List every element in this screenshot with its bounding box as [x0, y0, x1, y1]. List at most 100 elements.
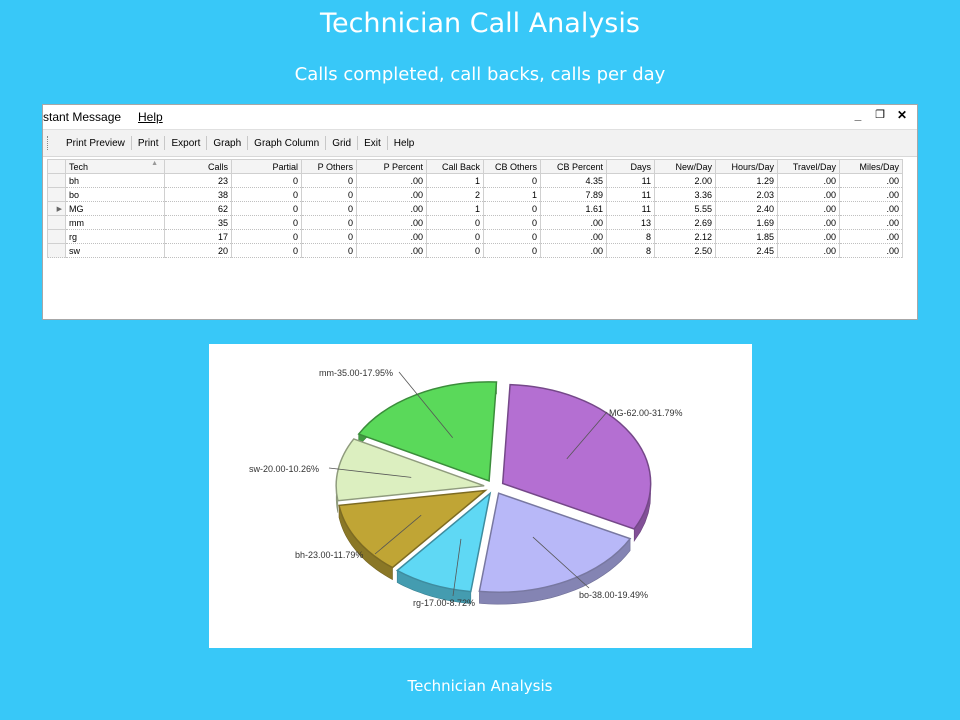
- pie-slice[interactable]: [338, 489, 488, 569]
- table-row[interactable]: mm 35 0 0.00 0 0.00 13 2.69 1.69.00.00: [47, 215, 903, 230]
- row-header[interactable]: ▶: [47, 201, 66, 216]
- table-cell[interactable]: bo: [65, 187, 165, 202]
- table-cell[interactable]: 2.00: [654, 173, 716, 188]
- table-cell[interactable]: .00: [777, 201, 840, 216]
- toolbar-grip[interactable]: [47, 136, 54, 150]
- table-cell[interactable]: .00: [356, 187, 427, 202]
- table-cell[interactable]: 1.61: [540, 201, 607, 216]
- table-cell[interactable]: 0: [426, 215, 484, 230]
- column-header[interactable]: P Others: [301, 159, 357, 174]
- table-cell[interactable]: 5.55: [654, 201, 716, 216]
- table-cell[interactable]: 0: [426, 229, 484, 244]
- table-cell[interactable]: 62: [164, 201, 232, 216]
- row-header[interactable]: [47, 187, 66, 202]
- help-button[interactable]: Help: [393, 137, 415, 149]
- column-header[interactable]: CB Others: [483, 159, 541, 174]
- table-cell[interactable]: bh: [65, 173, 165, 188]
- table-cell[interactable]: 0: [483, 201, 541, 216]
- table-cell[interactable]: 20: [164, 243, 232, 258]
- table-row[interactable]: ▶ MG 62 0 0.00 1 0 1.61 11 5.55 2.40.00.00: [47, 201, 903, 216]
- table-cell[interactable]: 2.45: [715, 243, 778, 258]
- column-header[interactable]: Tech ▲: [65, 159, 165, 174]
- table-cell[interactable]: 0: [301, 243, 357, 258]
- table-row[interactable]: bh 23 0 0.00 1 0 4.35 11 2.00 1.29.00.00: [47, 173, 903, 188]
- table-cell[interactable]: 2.03: [715, 187, 778, 202]
- table-cell[interactable]: 23: [164, 173, 232, 188]
- table-cell[interactable]: 0: [483, 173, 541, 188]
- table-cell[interactable]: .00: [540, 215, 607, 230]
- table-cell[interactable]: .00: [356, 173, 427, 188]
- print-preview-button[interactable]: Print Preview: [66, 137, 125, 149]
- table-cell[interactable]: 7.89: [540, 187, 607, 202]
- table-cell[interactable]: 2.12: [654, 229, 716, 244]
- graph-button[interactable]: Graph: [213, 137, 242, 149]
- table-row[interactable]: sw 20 0 0.00 0 0.00 8 2.50 2.45.00.00: [47, 243, 903, 258]
- table-cell[interactable]: .00: [356, 229, 427, 244]
- table-cell[interactable]: 1.29: [715, 173, 778, 188]
- column-header[interactable]: Hours/Day: [715, 159, 778, 174]
- table-cell[interactable]: 0: [231, 201, 302, 216]
- table-cell[interactable]: 0: [301, 173, 357, 188]
- table-cell[interactable]: .00: [777, 215, 840, 230]
- table-cell[interactable]: .00: [540, 229, 607, 244]
- table-cell[interactable]: 1: [483, 187, 541, 202]
- table-cell[interactable]: 4.35: [540, 173, 607, 188]
- row-header[interactable]: [47, 229, 66, 244]
- column-header[interactable]: P Percent: [356, 159, 427, 174]
- table-cell[interactable]: 11: [606, 173, 655, 188]
- table-cell[interactable]: 1: [426, 173, 484, 188]
- row-header[interactable]: [47, 243, 66, 258]
- table-cell[interactable]: 0: [301, 215, 357, 230]
- row-header[interactable]: [47, 173, 66, 188]
- table-row[interactable]: rg 17 0 0.00 0 0.00 8 2.12 1.85.00.00: [47, 229, 903, 244]
- table-cell[interactable]: 1: [426, 201, 484, 216]
- table-cell[interactable]: .00: [839, 173, 903, 188]
- table-cell[interactable]: .00: [839, 229, 903, 244]
- table-cell[interactable]: 11: [606, 187, 655, 202]
- table-cell[interactable]: 35: [164, 215, 232, 230]
- pie-slice[interactable]: [357, 381, 498, 482]
- table-cell[interactable]: .00: [777, 229, 840, 244]
- print-button[interactable]: Print: [137, 137, 159, 149]
- table-cell[interactable]: .00: [839, 243, 903, 258]
- column-header[interactable]: CB Percent: [540, 159, 607, 174]
- table-cell[interactable]: 0: [483, 243, 541, 258]
- menu-help[interactable]: Help: [138, 110, 163, 124]
- table-cell[interactable]: .00: [777, 173, 840, 188]
- table-cell[interactable]: .00: [777, 243, 840, 258]
- table-cell[interactable]: 0: [231, 243, 302, 258]
- close-icon[interactable]: ✕: [896, 108, 908, 122]
- table-row[interactable]: bo 38 0 0.00 2 1 7.89 11 3.36 2.03.00.00: [47, 187, 903, 202]
- table-cell[interactable]: 17: [164, 229, 232, 244]
- minimize-icon[interactable]: _: [854, 108, 862, 122]
- table-cell[interactable]: 2.40: [715, 201, 778, 216]
- table-cell[interactable]: 8: [606, 229, 655, 244]
- column-header[interactable]: Partial: [231, 159, 302, 174]
- table-cell[interactable]: rg: [65, 229, 165, 244]
- table-cell[interactable]: 2.50: [654, 243, 716, 258]
- table-cell[interactable]: 11: [606, 201, 655, 216]
- column-header[interactable]: Travel/Day: [777, 159, 840, 174]
- table-cell[interactable]: .00: [777, 187, 840, 202]
- table-cell[interactable]: 38: [164, 187, 232, 202]
- table-cell[interactable]: 2: [426, 187, 484, 202]
- column-header[interactable]: Call Back: [426, 159, 484, 174]
- restore-icon[interactable]: ❐: [875, 109, 885, 121]
- table-cell[interactable]: 0: [301, 187, 357, 202]
- table-cell[interactable]: 0: [231, 215, 302, 230]
- column-header[interactable]: Miles/Day: [839, 159, 903, 174]
- grid-button[interactable]: Grid: [332, 137, 352, 149]
- table-cell[interactable]: .00: [839, 215, 903, 230]
- table-cell[interactable]: mm: [65, 215, 165, 230]
- table-cell[interactable]: 0: [231, 229, 302, 244]
- graph-column-button[interactable]: Graph Column: [254, 137, 320, 149]
- table-cell[interactable]: 0: [483, 215, 541, 230]
- table-cell[interactable]: .00: [540, 243, 607, 258]
- menu-instant-message[interactable]: stant Message: [43, 110, 122, 124]
- table-cell[interactable]: 13: [606, 215, 655, 230]
- table-cell[interactable]: .00: [356, 201, 427, 216]
- table-cell[interactable]: .00: [356, 243, 427, 258]
- table-cell[interactable]: 0: [426, 243, 484, 258]
- table-cell[interactable]: 1.85: [715, 229, 778, 244]
- table-cell[interactable]: .00: [839, 201, 903, 216]
